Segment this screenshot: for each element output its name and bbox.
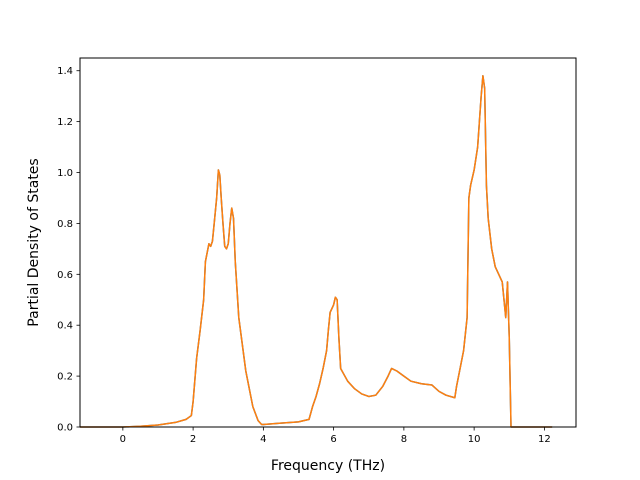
series-layer	[79, 75, 553, 428]
y-tick-label: 1.2	[57, 117, 73, 128]
y-tick-label: 0.6	[57, 270, 73, 281]
plot-area	[80, 58, 576, 427]
y-tick-label: 0.2	[57, 372, 73, 383]
y-tick-label: 1.4	[57, 66, 73, 77]
x-tick-label: 12	[538, 434, 551, 445]
y-axis-ticks: 0.0 0.2 0.4 0.6 0.8 1.0 1.2 1.4	[57, 66, 80, 434]
x-tick-label: 2	[190, 434, 196, 445]
y-tick-label: 0.0	[57, 423, 73, 434]
x-tick-label: 10	[468, 434, 481, 445]
x-axis-label: Frequency (THz)	[271, 458, 385, 474]
x-tick-label: 6	[330, 434, 336, 445]
x-tick-label: 4	[260, 434, 266, 445]
axes-frame	[79, 57, 577, 428]
x-axis-ticks: 0 2 4 6 8 10 12	[120, 427, 551, 445]
y-tick-label: 1.0	[57, 168, 73, 179]
y-tick-label: 0.8	[57, 219, 73, 230]
x-tick-label: 8	[401, 434, 407, 445]
y-axis-label: Partial Density of States	[26, 158, 42, 326]
series-line-2	[79, 75, 553, 428]
x-tick-label: 0	[120, 434, 126, 445]
y-tick-label: 0.4	[57, 321, 73, 332]
